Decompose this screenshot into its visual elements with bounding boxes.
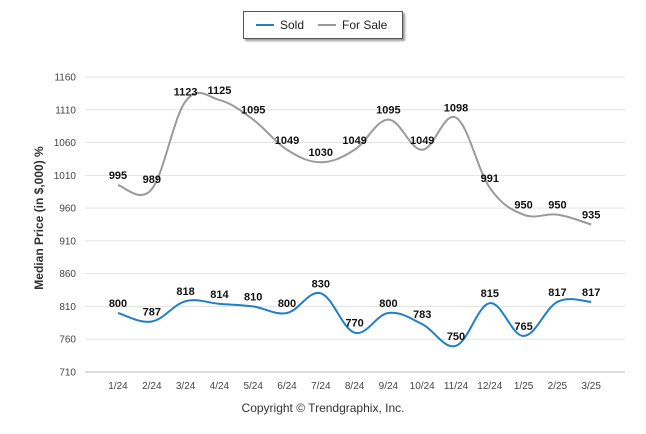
- data-label-for-sale: 1030: [309, 147, 333, 159]
- data-label-sold: 817: [582, 287, 600, 299]
- data-label-sold: 750: [447, 331, 465, 343]
- data-label-sold: 800: [278, 298, 296, 310]
- data-label-sold: 787: [143, 307, 161, 319]
- data-label-for-sale: 995: [109, 170, 127, 182]
- data-label-for-sale: 1049: [410, 135, 434, 147]
- data-label-for-sale: 1098: [444, 103, 468, 115]
- legend-item-for-sale[interactable]: For Sale: [318, 18, 387, 32]
- data-label-sold: 814: [210, 289, 229, 301]
- x-tick-label: 1/24: [108, 381, 128, 392]
- y-tick-label: 710: [59, 368, 76, 379]
- legend-label-for-sale: For Sale: [342, 18, 388, 32]
- y-axis-ticks: 710 760 810 860 910 960 1010 1060 1110 1160: [54, 73, 77, 379]
- data-label-sold: 817: [548, 287, 566, 299]
- x-tick-label: 4/24: [210, 381, 230, 392]
- x-tick-label: 3/24: [176, 381, 196, 392]
- legend-label-sold: Sold: [280, 18, 305, 32]
- data-label-sold: 815: [481, 288, 499, 300]
- x-axis-ticks: 1/24 2/24 3/24 4/24 5/24 6/24 7/24 8/24 9/24 10/2…: [108, 381, 601, 392]
- x-tick-label: 2/25: [548, 381, 568, 392]
- x-tick-label: 2/24: [142, 381, 162, 392]
- y-tick-label: 760: [59, 335, 76, 346]
- data-label-for-sale: 1049: [342, 135, 366, 147]
- y-tick-label: 860: [59, 269, 76, 280]
- data-label-for-sale: 1095: [376, 105, 400, 117]
- series-lines: [117, 91, 592, 348]
- copyright-text: Copyright © Trendgraphix, Inc.: [241, 401, 405, 415]
- data-label-sold: 800: [109, 298, 127, 310]
- y-tick-label: 810: [59, 302, 76, 313]
- data-label-for-sale: 991: [481, 173, 499, 185]
- data-label-for-sale: 950: [548, 200, 566, 212]
- data-label-sold: 800: [379, 298, 397, 310]
- data-label-for-sale: 1125: [207, 85, 231, 97]
- series-line-for-sale: [117, 91, 592, 226]
- x-tick-label: 10/24: [410, 381, 435, 392]
- x-tick-label: 7/24: [311, 381, 331, 392]
- data-label-sold: 830: [312, 278, 330, 290]
- data-label-for-sale: 1123: [174, 86, 198, 98]
- data-label-sold: 765: [514, 321, 532, 333]
- data-label-for-sale: 989: [143, 174, 161, 186]
- x-tick-label: 6/24: [277, 381, 297, 392]
- y-tick-label: 1060: [54, 138, 77, 149]
- series-line-sold: [117, 292, 592, 348]
- y-tick-label: 960: [59, 204, 76, 215]
- data-label-for-sale: 950: [514, 200, 532, 212]
- legend-swatch-sold: [256, 23, 274, 26]
- data-label-for-sale: 935: [582, 210, 600, 222]
- y-tick-label: 1010: [54, 171, 77, 182]
- data-label-sold: 770: [345, 318, 363, 330]
- data-label-for-sale: 1049: [275, 135, 299, 147]
- x-tick-label: 3/25: [581, 381, 601, 392]
- x-tick-label: 5/24: [243, 381, 263, 392]
- legend-item-sold[interactable]: Sold: [256, 18, 304, 32]
- x-tick-label: 12/24: [477, 381, 502, 392]
- x-tick-label: 9/24: [379, 381, 399, 392]
- x-tick-label: 8/24: [345, 381, 365, 392]
- x-tick-label: 11/24: [444, 381, 469, 392]
- data-labels: 800 787 818 814 810 800 830 770 800 783 750 815 765 8…: [109, 85, 601, 343]
- data-label-sold: 818: [176, 286, 194, 298]
- data-label-sold: 783: [413, 309, 431, 321]
- y-tick-label: 1160: [54, 73, 76, 84]
- y-tick-label: 910: [59, 236, 76, 247]
- data-label-for-sale: 1095: [241, 105, 265, 117]
- x-tick-label: 1/25: [514, 381, 534, 392]
- legend: Sold For Sale: [243, 11, 403, 39]
- y-axis-title: Median Price (in $,000) %: [32, 146, 46, 290]
- data-label-sold: 810: [244, 291, 262, 303]
- y-tick-label: 1110: [55, 105, 76, 116]
- legend-swatch-for-sale: [318, 23, 336, 26]
